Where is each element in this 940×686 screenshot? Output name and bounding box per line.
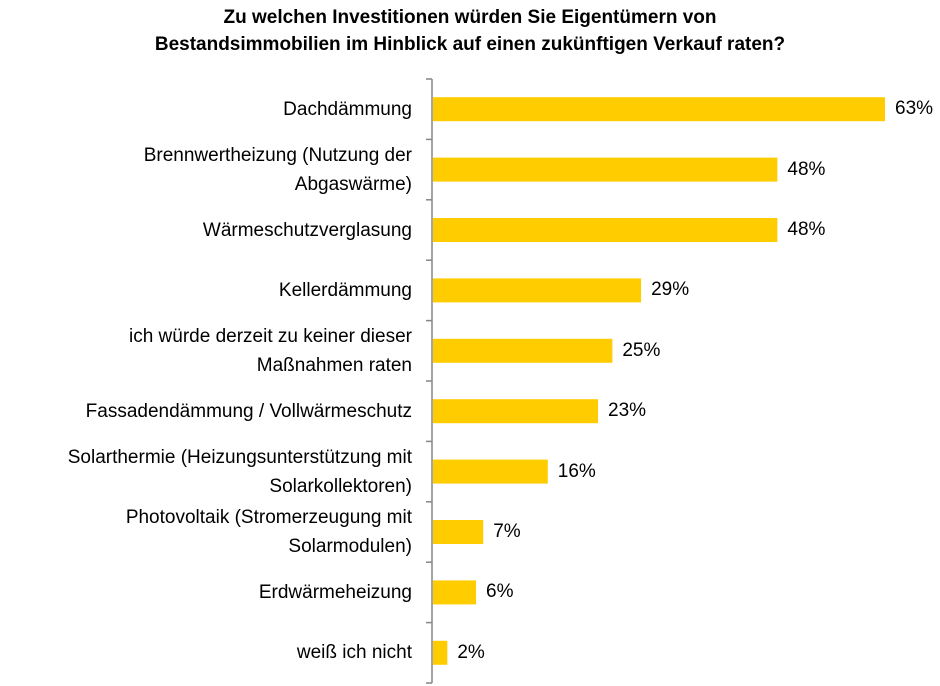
category-label-8: Erdwärmeheizung (0, 578, 412, 607)
category-label-8-line-0: Erdwärmeheizung (258, 581, 412, 603)
category-label-1-line-0: Brennwertheizung (Nutzung der (143, 144, 412, 166)
bar-8 (433, 580, 477, 605)
category-label-1: Brennwertheizung (Nutzung der Abgaswärme) (0, 141, 412, 199)
value-label-9: 2% (457, 641, 485, 663)
category-label-4-line-1: Maßnahmen raten (256, 354, 412, 376)
category-label-6: Solarthermie (Heizungsunterstützung mit S… (0, 443, 412, 501)
value-label-3: 29% (651, 279, 690, 301)
value-label-5: 23% (608, 400, 647, 422)
category-label-3-line-0: Kellerdämmung (278, 279, 412, 301)
category-label-6-line-1: Solarkollektoren) (269, 475, 412, 497)
bar-1 (433, 157, 778, 182)
bar-2 (433, 218, 778, 242)
value-label-2: 48% (787, 219, 826, 240)
chart-title-line-2: Bestandsimmobilien im Hinblick auf einen… (154, 34, 786, 55)
category-label-7: Photovoltaik (Stromerzeugung mit Solarmod… (0, 503, 412, 561)
bar-6 (433, 459, 548, 484)
category-label-5-line-0: Fassadendämmung / Vollwärmeschutz (85, 400, 412, 422)
chart-title: Zu welchen Investitionen würden Sie Eige… (0, 4, 940, 58)
value-label-1: 48% (787, 158, 826, 180)
category-label-6-line-0: Solarthermie (Heizungsunterstützung mit (67, 446, 412, 468)
value-label-4: 25% (622, 339, 661, 361)
bar-4 (433, 338, 613, 363)
bar-7 (433, 520, 484, 544)
category-label-7-line-1: Solarmodulen) (288, 536, 412, 557)
category-label-4-line-0: ich würde derzeit zu keiner dieser (128, 325, 412, 347)
category-label-9-line-0: weiß ich nicht (296, 642, 412, 664)
value-label-6: 16% (557, 460, 596, 482)
category-label-7-line-0: Photovoltaik (Stromerzeugung mit (125, 507, 412, 528)
category-label-0-line-0: Dachdämmung (283, 98, 412, 120)
value-label-7: 7% (493, 521, 521, 542)
category-label-4: ich würde derzeit zu keiner dieser Maßnah… (0, 322, 412, 380)
bar-3 (433, 278, 642, 303)
category-label-0: Dachdämmung (0, 95, 412, 124)
bar-5 (433, 399, 599, 424)
category-label-9: weiß ich nicht (0, 638, 412, 667)
category-label-2-line-0: Wärmeschutzverglasung (202, 219, 412, 241)
category-label-1-line-1: Abgaswärme) (294, 173, 412, 195)
category-label-2: Wärmeschutzverglasung (0, 216, 412, 245)
category-label-3: Kellerdämmung (0, 276, 412, 305)
value-label-8: 6% (486, 581, 514, 603)
value-label-0: 63% (895, 98, 934, 120)
chart-title-line-1: Zu welchen Investitionen würden Sie Eige… (223, 7, 717, 28)
bar-9 (433, 640, 448, 665)
bar-0 (433, 97, 885, 122)
category-label-5: Fassadendämmung / Vollwärmeschutz (0, 397, 412, 426)
